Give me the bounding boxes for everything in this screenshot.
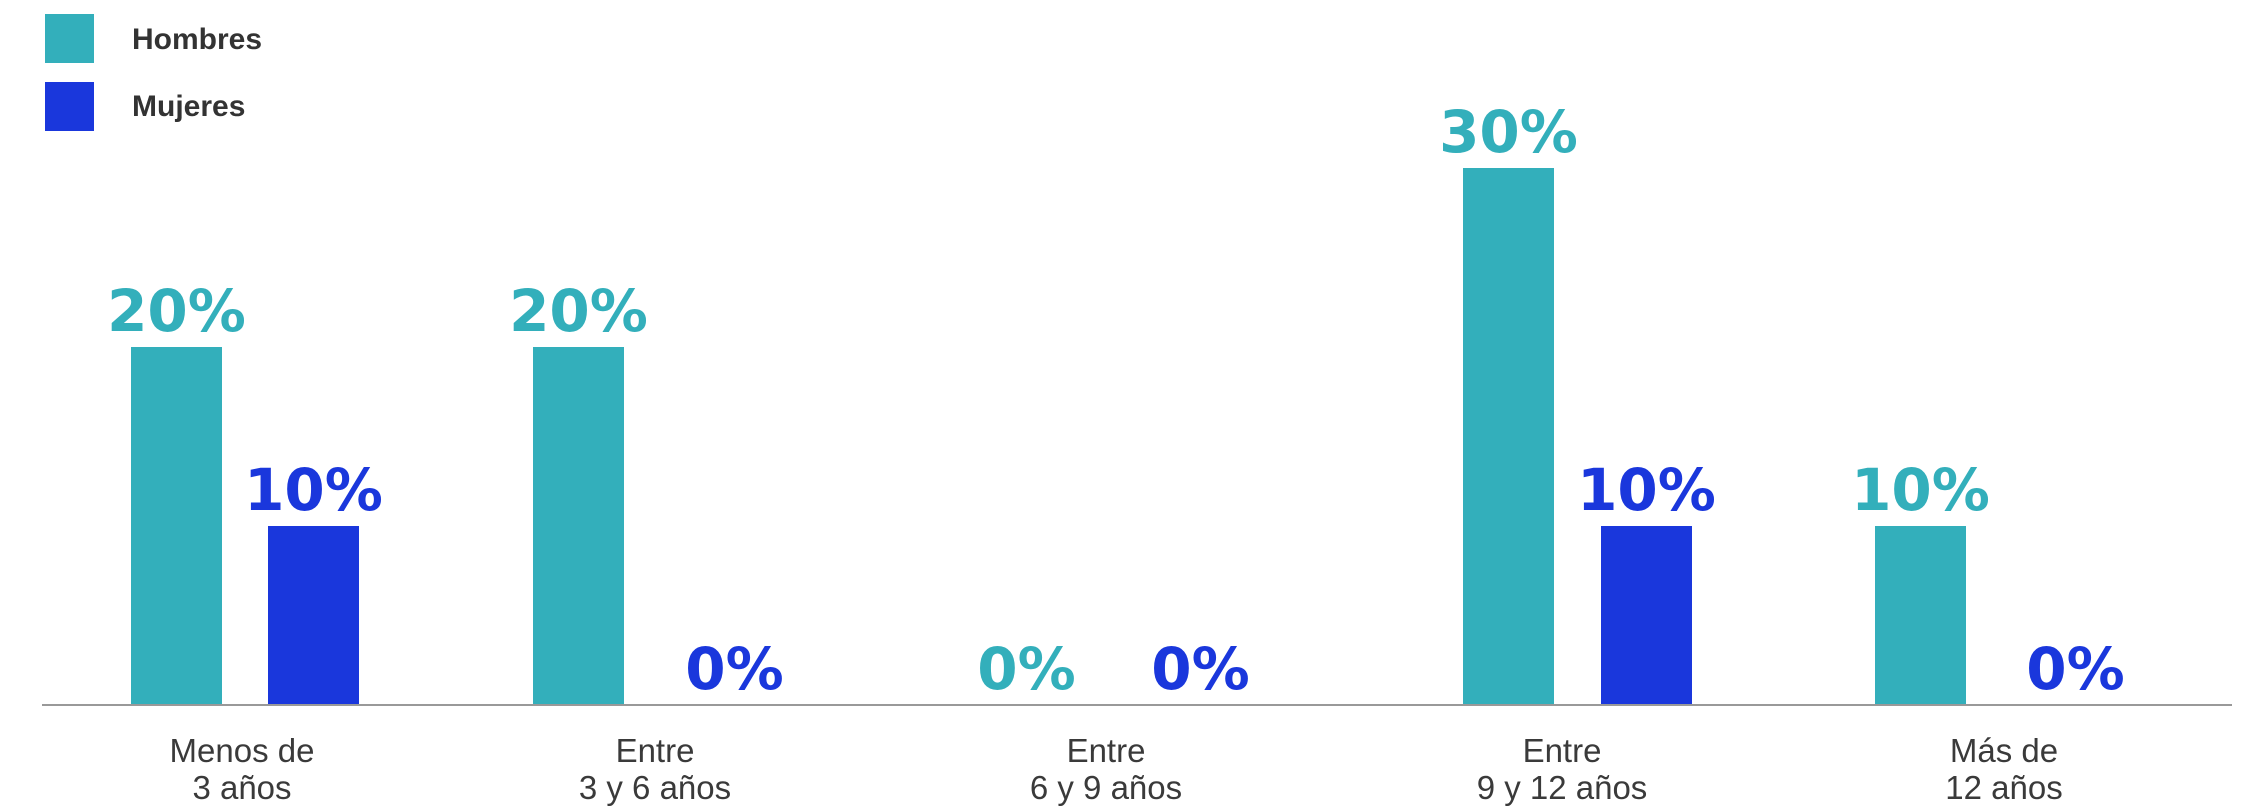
bar-hombres-4 [1875, 526, 1966, 705]
category-label-1-line-0: Entre [616, 732, 695, 769]
category-label-4-line-0: Más de [1950, 732, 2058, 769]
bar-mujeres-0 [268, 526, 359, 705]
legend-swatch-mujeres [45, 82, 94, 131]
value-label-mujeres-1: 0% [685, 635, 783, 703]
bars-group [131, 168, 1966, 705]
category-label-3-line-0: Entre [1523, 732, 1602, 769]
value-label-mujeres-3: 10% [1577, 456, 1716, 524]
value-label-mujeres-0: 10% [244, 456, 383, 524]
value-label-hombres-4: 10% [1851, 456, 1990, 524]
value-label-hombres-2: 0% [977, 635, 1075, 703]
category-label-0-line-1: 3 años [192, 769, 291, 806]
category-label-1-line-1: 3 y 6 años [579, 769, 731, 806]
value-label-mujeres-4: 0% [2026, 635, 2124, 703]
bar-hombres-1 [533, 347, 624, 705]
value-labels-group: 20% 20% 0% 30% 10% 10% 0% 0% 10% 0% [107, 98, 2125, 703]
value-label-hombres-1: 20% [509, 277, 648, 345]
legend-swatch-hombres [45, 14, 94, 63]
legend-label-hombres: Hombres [132, 23, 262, 56]
value-label-hombres-3: 30% [1439, 98, 1578, 166]
category-label-4-line-1: 12 años [1945, 769, 2062, 806]
category-label-2-line-0: Entre [1067, 732, 1146, 769]
bar-mujeres-3 [1601, 526, 1692, 705]
value-label-hombres-0: 20% [107, 277, 246, 345]
legend-label-mujeres: Mujeres [132, 90, 245, 123]
category-label-2-line-1: 6 y 9 años [1030, 769, 1182, 806]
value-label-mujeres-2: 0% [1151, 635, 1249, 703]
category-label-3-line-1: 9 y 12 años [1477, 769, 1648, 806]
bar-hombres-0 [131, 347, 222, 705]
bar-hombres-3 [1463, 168, 1554, 705]
legend: Hombres Mujeres [45, 14, 262, 131]
category-label-0-line-0: Menos de [170, 732, 315, 769]
